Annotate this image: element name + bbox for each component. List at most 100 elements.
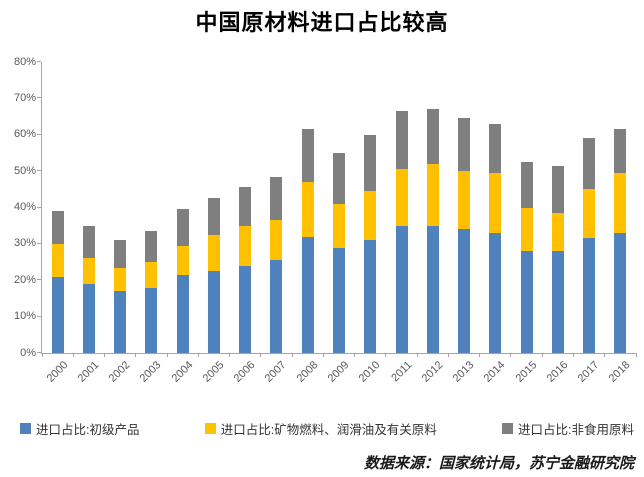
legend-swatch	[502, 423, 513, 434]
x-tick-mark	[604, 353, 606, 357]
y-tick-label: 20%	[13, 273, 36, 286]
bar-segment	[207, 234, 220, 272]
legend-item: 进口占比:初级产品	[20, 419, 139, 438]
x-tick-label: 2001	[75, 359, 102, 385]
bar-segment	[551, 165, 564, 213]
bar-segment	[51, 276, 64, 353]
chart-title: 中国原材料进口占比较高	[195, 10, 449, 35]
y-tick-label: 70%	[13, 91, 36, 104]
y-tick-mark	[37, 170, 41, 172]
x-tick-label: 2002	[106, 359, 133, 385]
bar-segment	[114, 240, 127, 268]
x-tick-mark	[510, 353, 512, 357]
bar-segment	[458, 229, 471, 353]
bar-segment	[176, 209, 189, 246]
bar-segment	[520, 162, 533, 208]
bar-segment	[583, 189, 596, 239]
bar-segment	[395, 111, 408, 170]
bar-segment	[520, 207, 533, 252]
x-tick-label: 2016	[544, 359, 571, 385]
legend-item: 进口占比:非食用原料	[502, 419, 634, 438]
legend-label: 进口占比:非食用原料	[518, 423, 634, 437]
y-tick-mark	[37, 315, 41, 317]
x-tick-mark	[447, 353, 449, 357]
x-tick-mark	[354, 353, 356, 357]
y-tick-mark	[37, 61, 41, 62]
bar-segment	[301, 182, 314, 237]
x-tick-mark	[135, 353, 137, 357]
y-tick-mark	[37, 133, 41, 135]
legend-label: 进口占比:初级产品	[36, 423, 140, 437]
bar-segment	[51, 243, 64, 277]
bar-segment	[239, 265, 252, 353]
x-tick-mark	[635, 353, 637, 357]
x-tick-mark	[322, 353, 324, 357]
x-tick-label: 2010	[356, 359, 383, 385]
bar-segment	[614, 232, 627, 353]
bar-segment	[333, 203, 345, 248]
bar-segment	[207, 198, 220, 235]
bar-segment	[364, 134, 377, 192]
bar-segment	[395, 169, 408, 226]
x-tick-label: 2008	[294, 359, 321, 385]
x-tick-mark	[72, 353, 74, 357]
bar-segment	[458, 118, 471, 172]
x-tick-label: 2011	[388, 359, 415, 385]
x-tick-label: 2013	[450, 359, 477, 385]
bar-segment	[551, 251, 564, 353]
bar-segment	[270, 220, 283, 261]
x-tick-mark	[41, 353, 43, 357]
y-tick-mark	[37, 352, 41, 353]
x-tick-mark	[291, 353, 293, 357]
x-tick-mark	[166, 353, 168, 357]
x-tick-label: 2012	[419, 359, 446, 385]
legend-item: 进口占比:矿物燃料、润滑油及有关原料	[204, 419, 437, 438]
bar-segment	[82, 258, 95, 284]
bar-segment	[614, 129, 627, 173]
bar-segment	[489, 232, 502, 353]
bar-segment	[364, 240, 377, 353]
x-tick-label: 2005	[200, 359, 227, 385]
bar-segment	[145, 262, 158, 288]
bar-segment	[239, 187, 252, 226]
x-tick-label: 2009	[325, 359, 352, 385]
bar-segment	[364, 191, 377, 241]
legend-swatch	[204, 423, 216, 434]
y-tick-label: 0%	[20, 346, 36, 359]
bar-segment	[82, 283, 95, 353]
x-tick-mark	[197, 353, 199, 357]
legend-swatch	[20, 423, 31, 434]
x-tick-mark	[479, 353, 481, 357]
y-tick-mark	[37, 279, 41, 281]
bar-segment	[333, 247, 345, 353]
y-tick-label: 80%	[13, 55, 36, 68]
bar-segment	[301, 129, 314, 183]
bar-segment	[395, 225, 408, 353]
x-tick-label: 2018	[607, 359, 633, 385]
y-tick-label: 10%	[13, 310, 36, 323]
bar-segment	[426, 163, 439, 226]
bar-segment	[489, 172, 502, 233]
x-tick-mark	[416, 353, 418, 357]
bar-segment	[551, 212, 564, 252]
legend: 进口占比:初级产品 进口占比:矿物燃料、润滑油及有关原料 进口占比:非食用原料	[20, 419, 634, 438]
y-tick-mark	[37, 206, 41, 208]
bar-segment	[176, 274, 189, 353]
y-tick-mark	[37, 97, 41, 99]
bar-segment	[82, 225, 95, 259]
x-tick-mark	[572, 353, 574, 357]
bar-segment	[426, 225, 439, 353]
x-tick-mark	[385, 353, 387, 357]
bar-segment	[176, 245, 189, 275]
bar-segment	[51, 211, 64, 244]
bar-segment	[301, 236, 314, 353]
bar-segment	[520, 251, 533, 353]
x-tick-label: 2003	[138, 359, 164, 385]
x-tick-label: 2004	[169, 359, 196, 385]
bar-segment	[489, 123, 502, 173]
x-tick-label: 2015	[513, 359, 540, 385]
y-tick-label: 60%	[13, 128, 36, 141]
y-tick-label: 50%	[13, 164, 36, 177]
bar-segment	[583, 238, 596, 353]
